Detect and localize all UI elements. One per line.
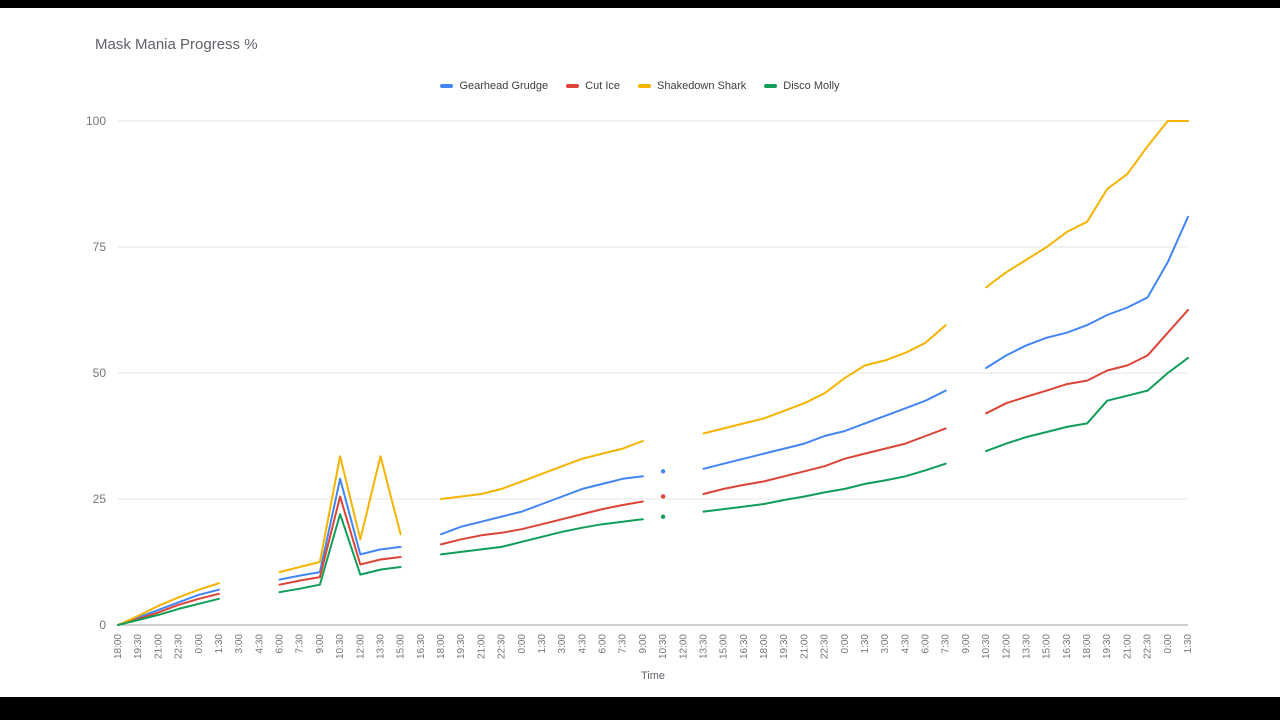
x-tick-label: 7:30 <box>295 634 306 654</box>
x-tick-label: 15:00 <box>396 634 407 659</box>
legend-label: Gearhead Grudge <box>459 80 549 92</box>
chart-plot-area: 0 25 50 75 100 18:00 19:30 21:00 22:30 0:00 1:30 3:… <box>86 114 1194 659</box>
x-tick-label: 13:30 <box>375 634 386 659</box>
x-tick-label: 15:00 <box>1042 634 1053 659</box>
x-tick-label: 4:30 <box>577 634 588 654</box>
x-tick-label: 19:30 <box>1102 634 1113 659</box>
y-tick-label: 0 <box>99 618 106 632</box>
x-tick-label: 4:30 <box>254 634 265 654</box>
x-tick-label: 4:30 <box>900 634 911 654</box>
chart-card: Mask Mania Progress % Gearhead Grudge Cut… <box>0 8 1280 697</box>
x-tick-label: 7:30 <box>941 634 952 654</box>
legend-item-gearhead-grudge: Gearhead Grudge <box>440 80 548 92</box>
x-tick-label: 21:00 <box>153 634 164 659</box>
x-tick-label: 7:30 <box>618 634 629 654</box>
data-point-disco-molly <box>660 514 666 519</box>
series-line-cut-ice <box>117 309 1189 626</box>
chart-legend: Gearhead Grudge Cut Ice Shakedown Shark Dis… <box>0 80 1280 92</box>
x-tick-label: 3:00 <box>557 634 568 654</box>
y-tick-label: 50 <box>93 366 107 380</box>
x-tick-label: 22:30 <box>820 634 831 659</box>
y-tick-label: 75 <box>93 240 107 254</box>
x-tick-label: 6:00 <box>275 634 286 654</box>
x-tick-label: 10:30 <box>981 634 992 659</box>
x-tick-label: 19:30 <box>133 634 144 659</box>
x-tick-label: 3:00 <box>234 634 245 654</box>
legend-marker-icon <box>638 84 651 88</box>
x-tick-label: 1:30 <box>860 634 871 654</box>
legend-item-disco-molly: Disco Molly <box>764 80 840 92</box>
legend-marker-icon <box>566 84 580 88</box>
legend-label: Cut Ice <box>585 80 620 92</box>
x-tick-label: 16:30 <box>739 634 750 659</box>
x-tick-label: 10:30 <box>658 634 669 659</box>
x-tick-label: 22:30 <box>1143 634 1154 659</box>
data-point-gearhead-grudge <box>660 469 666 474</box>
x-tick-label: 12:00 <box>1001 634 1012 659</box>
x-tick-label: 0:00 <box>840 634 851 654</box>
x-tick-label: 6:00 <box>598 634 609 654</box>
x-tick-label: 18:00 <box>759 634 770 659</box>
x-tick-label: 18:00 <box>1082 634 1093 659</box>
x-tick-label: 21:00 <box>476 634 487 659</box>
x-tick-label: 16:30 <box>1062 634 1073 659</box>
x-tick-label: 15:00 <box>719 634 730 659</box>
x-tick-label: 1:30 <box>214 634 225 654</box>
x-tick-label: 22:30 <box>174 634 185 659</box>
x-tick-label: 18:00 <box>436 634 447 659</box>
x-tick-label: 0:00 <box>517 634 528 654</box>
x-tick-label: 1:30 <box>537 634 548 654</box>
x-tick-label: 9:00 <box>315 634 326 654</box>
x-tick-label: 3:00 <box>880 634 891 654</box>
series-line-shakedown-shark <box>117 120 1189 626</box>
y-tick-label: 25 <box>93 492 107 506</box>
x-tick-label: 9:00 <box>961 634 972 654</box>
x-tick-label: 21:00 <box>1122 634 1133 659</box>
x-tick-label: 13:30 <box>1021 634 1032 659</box>
legend-item-shakedown-shark: Shakedown Shark <box>638 80 746 92</box>
legend-marker-icon <box>764 84 778 88</box>
x-tick-label: 16:30 <box>416 634 427 659</box>
legend-label: Shakedown Shark <box>657 80 747 92</box>
series-line-disco-molly <box>117 356 1189 626</box>
x-tick-label: 0:00 <box>1163 634 1174 654</box>
legend-marker-icon <box>440 84 454 88</box>
x-tick-label: 1:30 <box>1183 634 1194 654</box>
data-point-cut-ice <box>660 494 666 499</box>
x-tick-label: 18:00 <box>113 634 124 659</box>
y-tick-label: 100 <box>86 114 106 128</box>
x-tick-label: 19:30 <box>779 634 790 659</box>
x-tick-label: 12:00 <box>678 634 689 659</box>
x-tick-label: 13:30 <box>698 634 709 659</box>
chart-title: Mask Mania Progress % <box>95 36 258 53</box>
x-tick-label: 19:30 <box>456 634 467 659</box>
legend-item-cut-ice: Cut Ice <box>566 80 620 92</box>
x-tick-label: 10:30 <box>335 634 346 659</box>
x-tick-label: 6:00 <box>921 634 932 654</box>
x-tick-label: 12:00 <box>355 634 366 659</box>
x-tick-label: 22:30 <box>497 634 508 659</box>
x-tick-label: 21:00 <box>799 634 810 659</box>
x-axis-title: Time <box>640 670 666 682</box>
legend-label: Disco Molly <box>783 80 840 92</box>
series-line-gearhead-grudge <box>117 215 1189 626</box>
x-tick-label: 9:00 <box>638 634 649 654</box>
x-tick-label: 0:00 <box>194 634 205 654</box>
